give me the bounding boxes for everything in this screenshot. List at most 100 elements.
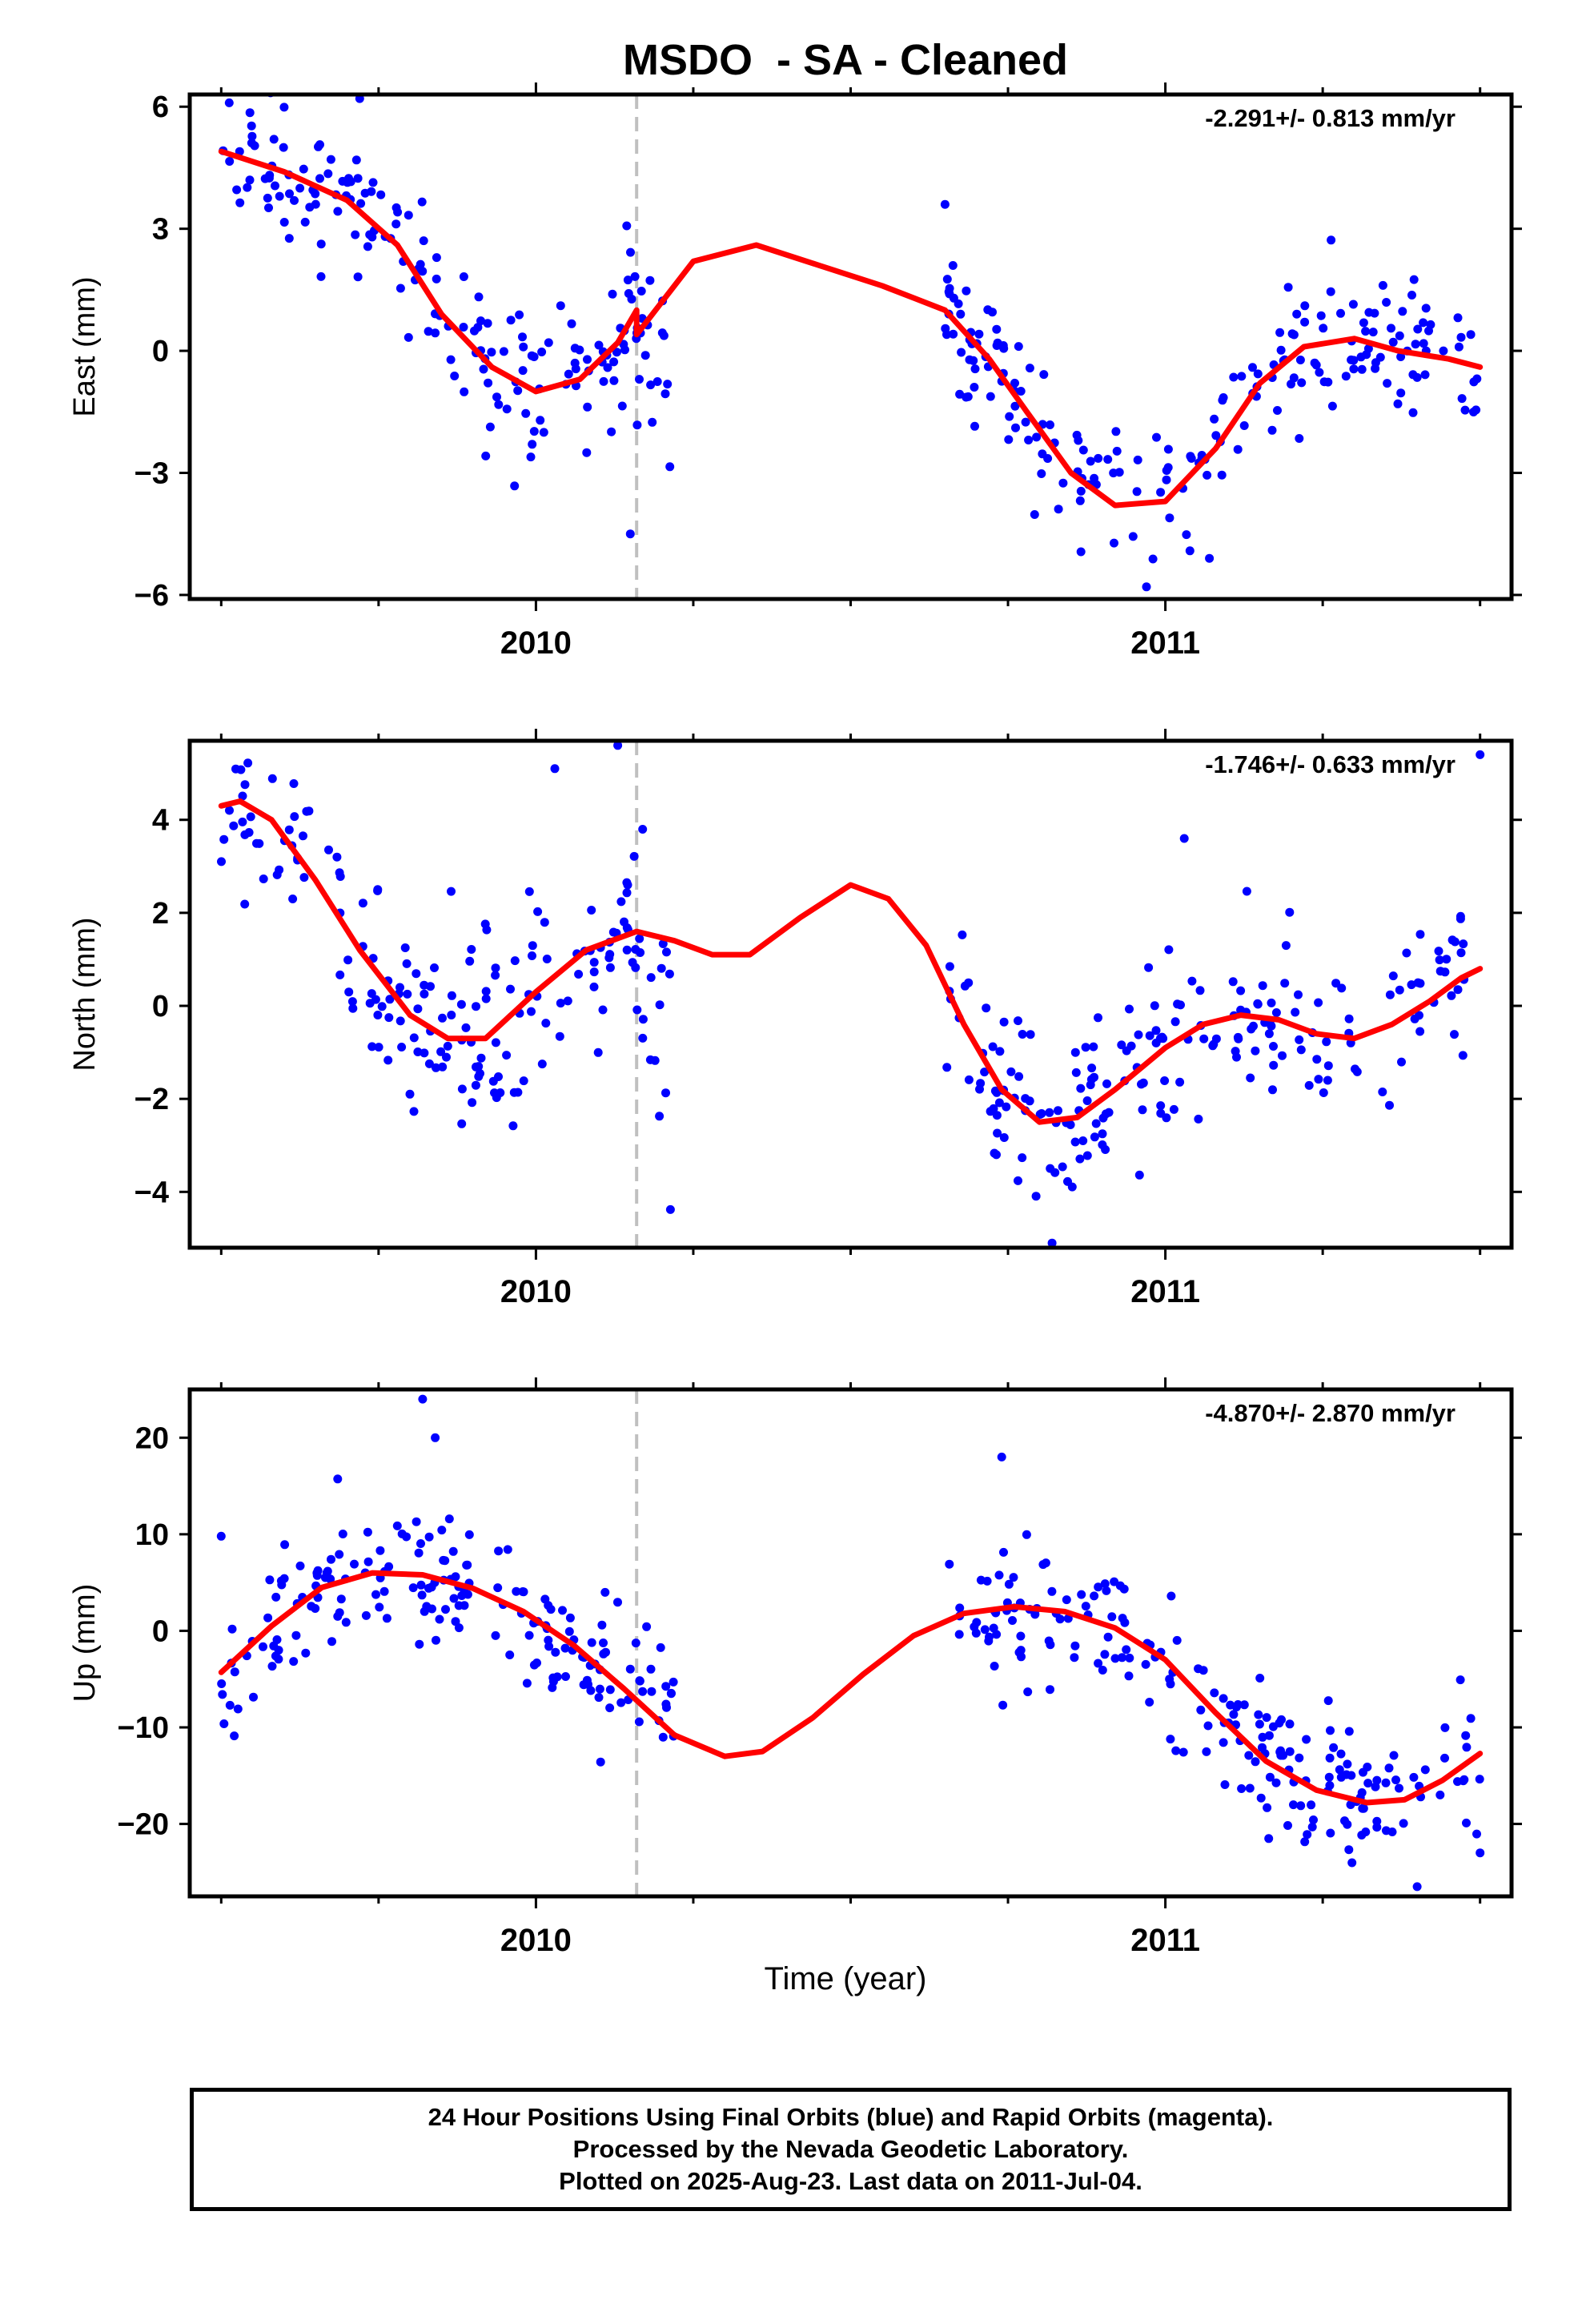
- east-data-point: [1388, 337, 1398, 347]
- north-data-point: [1304, 1080, 1314, 1090]
- east-y-axis-label: East (mm): [68, 276, 102, 416]
- east-data-point: [1021, 417, 1030, 427]
- north-data-point: [655, 1112, 665, 1121]
- north-data-point: [396, 1016, 405, 1026]
- north-data-point: [1450, 1030, 1459, 1039]
- up-data-point: [597, 1620, 607, 1630]
- north-data-point: [540, 918, 549, 927]
- north-data-point: [400, 943, 410, 952]
- north-data-point: [491, 963, 500, 973]
- up-data-point: [1329, 1743, 1339, 1752]
- north-data-point: [593, 1047, 603, 1057]
- north-data-point: [335, 970, 345, 979]
- east-data-point: [1248, 363, 1257, 372]
- up-data-point: [267, 1662, 277, 1671]
- north-data-point: [457, 1119, 467, 1128]
- east-data-point: [1460, 405, 1470, 415]
- north-x-tick-label: 2010: [500, 1274, 572, 1309]
- north-data-point: [1435, 967, 1445, 976]
- north-data-point: [1402, 948, 1411, 958]
- east-data-point: [271, 181, 279, 191]
- east-data-point: [1398, 307, 1407, 316]
- up-data-point: [519, 1587, 528, 1597]
- north-data-point: [288, 895, 298, 903]
- up-data-point: [561, 1672, 570, 1681]
- north-data-point: [1337, 983, 1347, 993]
- north-data-point: [631, 963, 640, 972]
- east-data-point: [264, 203, 273, 212]
- up-data-point: [444, 1514, 454, 1524]
- up-data-point: [265, 1575, 275, 1585]
- north-data-point: [1082, 1151, 1092, 1160]
- north-data-point: [240, 830, 250, 839]
- east-data-point: [404, 332, 413, 342]
- east-data-point: [1165, 513, 1174, 523]
- east-data-point: [1039, 370, 1049, 380]
- north-data-point: [541, 1019, 551, 1028]
- east-data-point: [1267, 425, 1277, 435]
- east-data-point: [323, 169, 333, 179]
- north-data-point: [1314, 1075, 1323, 1084]
- north-data-point: [1089, 1042, 1098, 1051]
- up-data-point: [371, 1590, 380, 1599]
- north-data-point: [620, 917, 628, 927]
- up-data-point: [1008, 1616, 1017, 1625]
- east-data-point: [521, 408, 531, 418]
- up-data-point: [375, 1546, 385, 1555]
- north-data-point: [1144, 963, 1154, 972]
- north-data-point: [302, 806, 311, 816]
- east-data-point: [1128, 532, 1138, 541]
- north-data-point: [358, 899, 367, 908]
- up-y-axis-label: Up (mm): [68, 1584, 102, 1703]
- up-data-point: [1062, 1595, 1071, 1605]
- up-data-point: [218, 1690, 227, 1699]
- north-data-point: [1415, 930, 1425, 939]
- north-data-point: [476, 1069, 484, 1078]
- up-data-point: [594, 1693, 604, 1703]
- east-data-point: [623, 275, 632, 285]
- up-data-point: [1325, 1753, 1335, 1763]
- north-data-point: [289, 779, 299, 788]
- up-data-point: [1172, 1635, 1182, 1645]
- up-data-point: [416, 1539, 425, 1548]
- up-data-point: [431, 1433, 440, 1442]
- north-data-point: [461, 1023, 471, 1032]
- east-data-point: [1356, 352, 1366, 362]
- east-data-point: [295, 183, 305, 193]
- up-data-point: [1344, 1845, 1354, 1855]
- up-data-point: [1461, 1731, 1471, 1740]
- east-data-point: [245, 175, 255, 185]
- up-y-tick-label: 20: [135, 1421, 169, 1455]
- up-data-point: [1263, 1803, 1272, 1812]
- up-data-point: [596, 1757, 605, 1767]
- north-data-point: [1179, 834, 1189, 843]
- east-data-point: [311, 199, 320, 209]
- up-data-point: [428, 1604, 436, 1614]
- up-data-point: [416, 1580, 426, 1590]
- up-data-point: [1098, 1666, 1107, 1675]
- up-data-point: [955, 1603, 965, 1613]
- north-data-point: [1094, 1013, 1102, 1023]
- east-data-point: [460, 387, 469, 396]
- north-data-point: [616, 897, 626, 907]
- up-data-point: [989, 1623, 998, 1633]
- up-data-point: [565, 1613, 575, 1622]
- east-data-point: [1014, 342, 1023, 352]
- east-data-point: [1163, 463, 1173, 472]
- north-data-point: [447, 1011, 456, 1019]
- north-data-point: [402, 959, 412, 968]
- east-data-point: [224, 98, 234, 107]
- up-data-point: [1047, 1586, 1057, 1596]
- north-data-point: [502, 1051, 512, 1060]
- east-data-point: [1408, 408, 1418, 417]
- east-data-point: [1152, 432, 1161, 442]
- east-data-point: [235, 147, 244, 156]
- up-rate-label: -4.870+/- 2.870 mm/yr: [1205, 1399, 1456, 1427]
- up-data-point: [327, 1554, 335, 1564]
- north-data-point: [1442, 955, 1452, 964]
- east-data-point: [247, 121, 256, 131]
- up-data-point: [448, 1546, 458, 1556]
- up-data-point: [605, 1703, 615, 1713]
- north-data-point: [229, 821, 239, 830]
- north-data-point: [299, 873, 309, 883]
